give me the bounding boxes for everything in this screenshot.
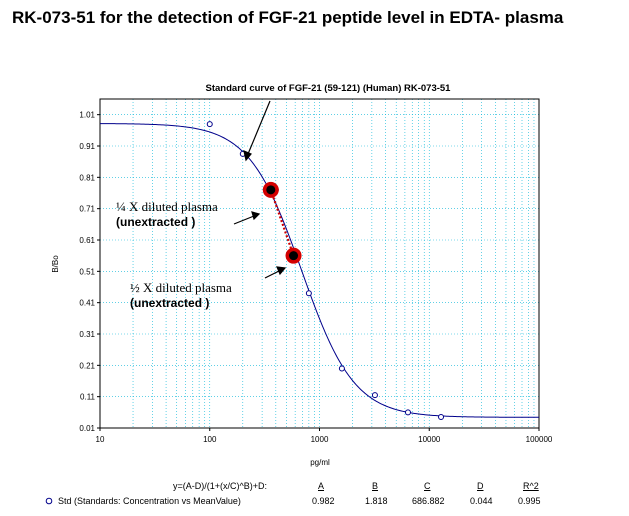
title-arrowhead-icon [243, 149, 252, 162]
data-point [438, 414, 445, 421]
y-tick-label: 0.71 [79, 205, 95, 214]
grid [100, 99, 539, 429]
y-tick-label: 0.61 [79, 236, 95, 245]
annotation-dot [289, 251, 299, 261]
param-c-value: 686.882 [412, 496, 445, 506]
data-points [206, 121, 445, 421]
y-tick-label: 0.31 [79, 330, 95, 339]
param-r2-label: R^2 [523, 481, 539, 491]
x-tick-label: 1000 [311, 435, 329, 444]
x-tick-label: 100 [203, 435, 217, 444]
legend-marker-icon [45, 497, 53, 505]
y-tick-label: 0.81 [79, 173, 95, 182]
annotation-half-sub: (unextracted ) [130, 296, 210, 310]
annotation-quarter: ¼ X diluted plasma (unextracted ) [116, 199, 218, 229]
x-tick-label: 10 [96, 435, 105, 444]
arrows [233, 100, 287, 279]
title-arrow [247, 100, 271, 155]
param-a-label: A [318, 481, 325, 491]
param-a-value: 0.982 [312, 496, 335, 506]
data-point [206, 121, 213, 128]
y-tick-label: 0.21 [79, 361, 95, 370]
param-b-label: B [372, 481, 379, 491]
fit-curve [99, 123, 539, 418]
param-r2-value: 0.995 [518, 496, 541, 506]
data-point [404, 409, 411, 416]
x-tick-label: 10000 [418, 435, 441, 444]
y-tick-label: 1.01 [79, 111, 95, 120]
y-axis-ticks: 0.01 0.11 0.21 0.31 0.41 0.51 0.61 0.71 0.81 0.91… [79, 111, 100, 433]
fit-equation: y=(A-D)/(1+(x/C)^B)+D: [173, 481, 267, 491]
param-d-value: 0.044 [470, 496, 493, 506]
annotation-quarter-sub: (unextracted ) [116, 215, 196, 229]
param-b-value: 1.818 [365, 496, 388, 506]
y-axis-label: B/Bo [51, 255, 60, 273]
annotation-markers [262, 181, 302, 264]
data-point [338, 365, 345, 372]
x-axis-ticks: 10 100 1000 10000 100000 [96, 428, 553, 444]
annotation-quarter-label: ¼ X diluted plasma [116, 199, 218, 214]
data-point [371, 392, 378, 399]
y-tick-label: 0.41 [79, 299, 95, 308]
y-tick-label: 0.11 [80, 393, 96, 402]
param-c-label: C [424, 481, 431, 491]
x-tick-label: 100000 [526, 435, 553, 444]
quarter-arrow [233, 215, 255, 225]
half-arrowhead-icon [276, 266, 287, 276]
y-tick-label: 0.91 [79, 142, 95, 151]
annotation-dot [266, 185, 276, 195]
annotation-half-label: ½ X diluted plasma [130, 280, 232, 295]
y-tick-label: 0.51 [79, 267, 95, 276]
legend-series-name: Std (Standards: Concentration vs MeanVal… [58, 496, 241, 506]
annotation-half: ½ X diluted plasma (unextracted ) [130, 280, 232, 310]
page-title: RK-073-51 for the detection of FGF-21 pe… [12, 8, 564, 27]
y-tick-label: 0.01 [79, 424, 95, 433]
chart-title: Standard curve of FGF-21 (59-121) (Human… [206, 83, 452, 94]
data-point [305, 290, 312, 297]
param-d-label: D [477, 481, 484, 491]
x-axis-label: pg/ml [310, 458, 330, 467]
quarter-arrowhead-icon [251, 211, 261, 221]
